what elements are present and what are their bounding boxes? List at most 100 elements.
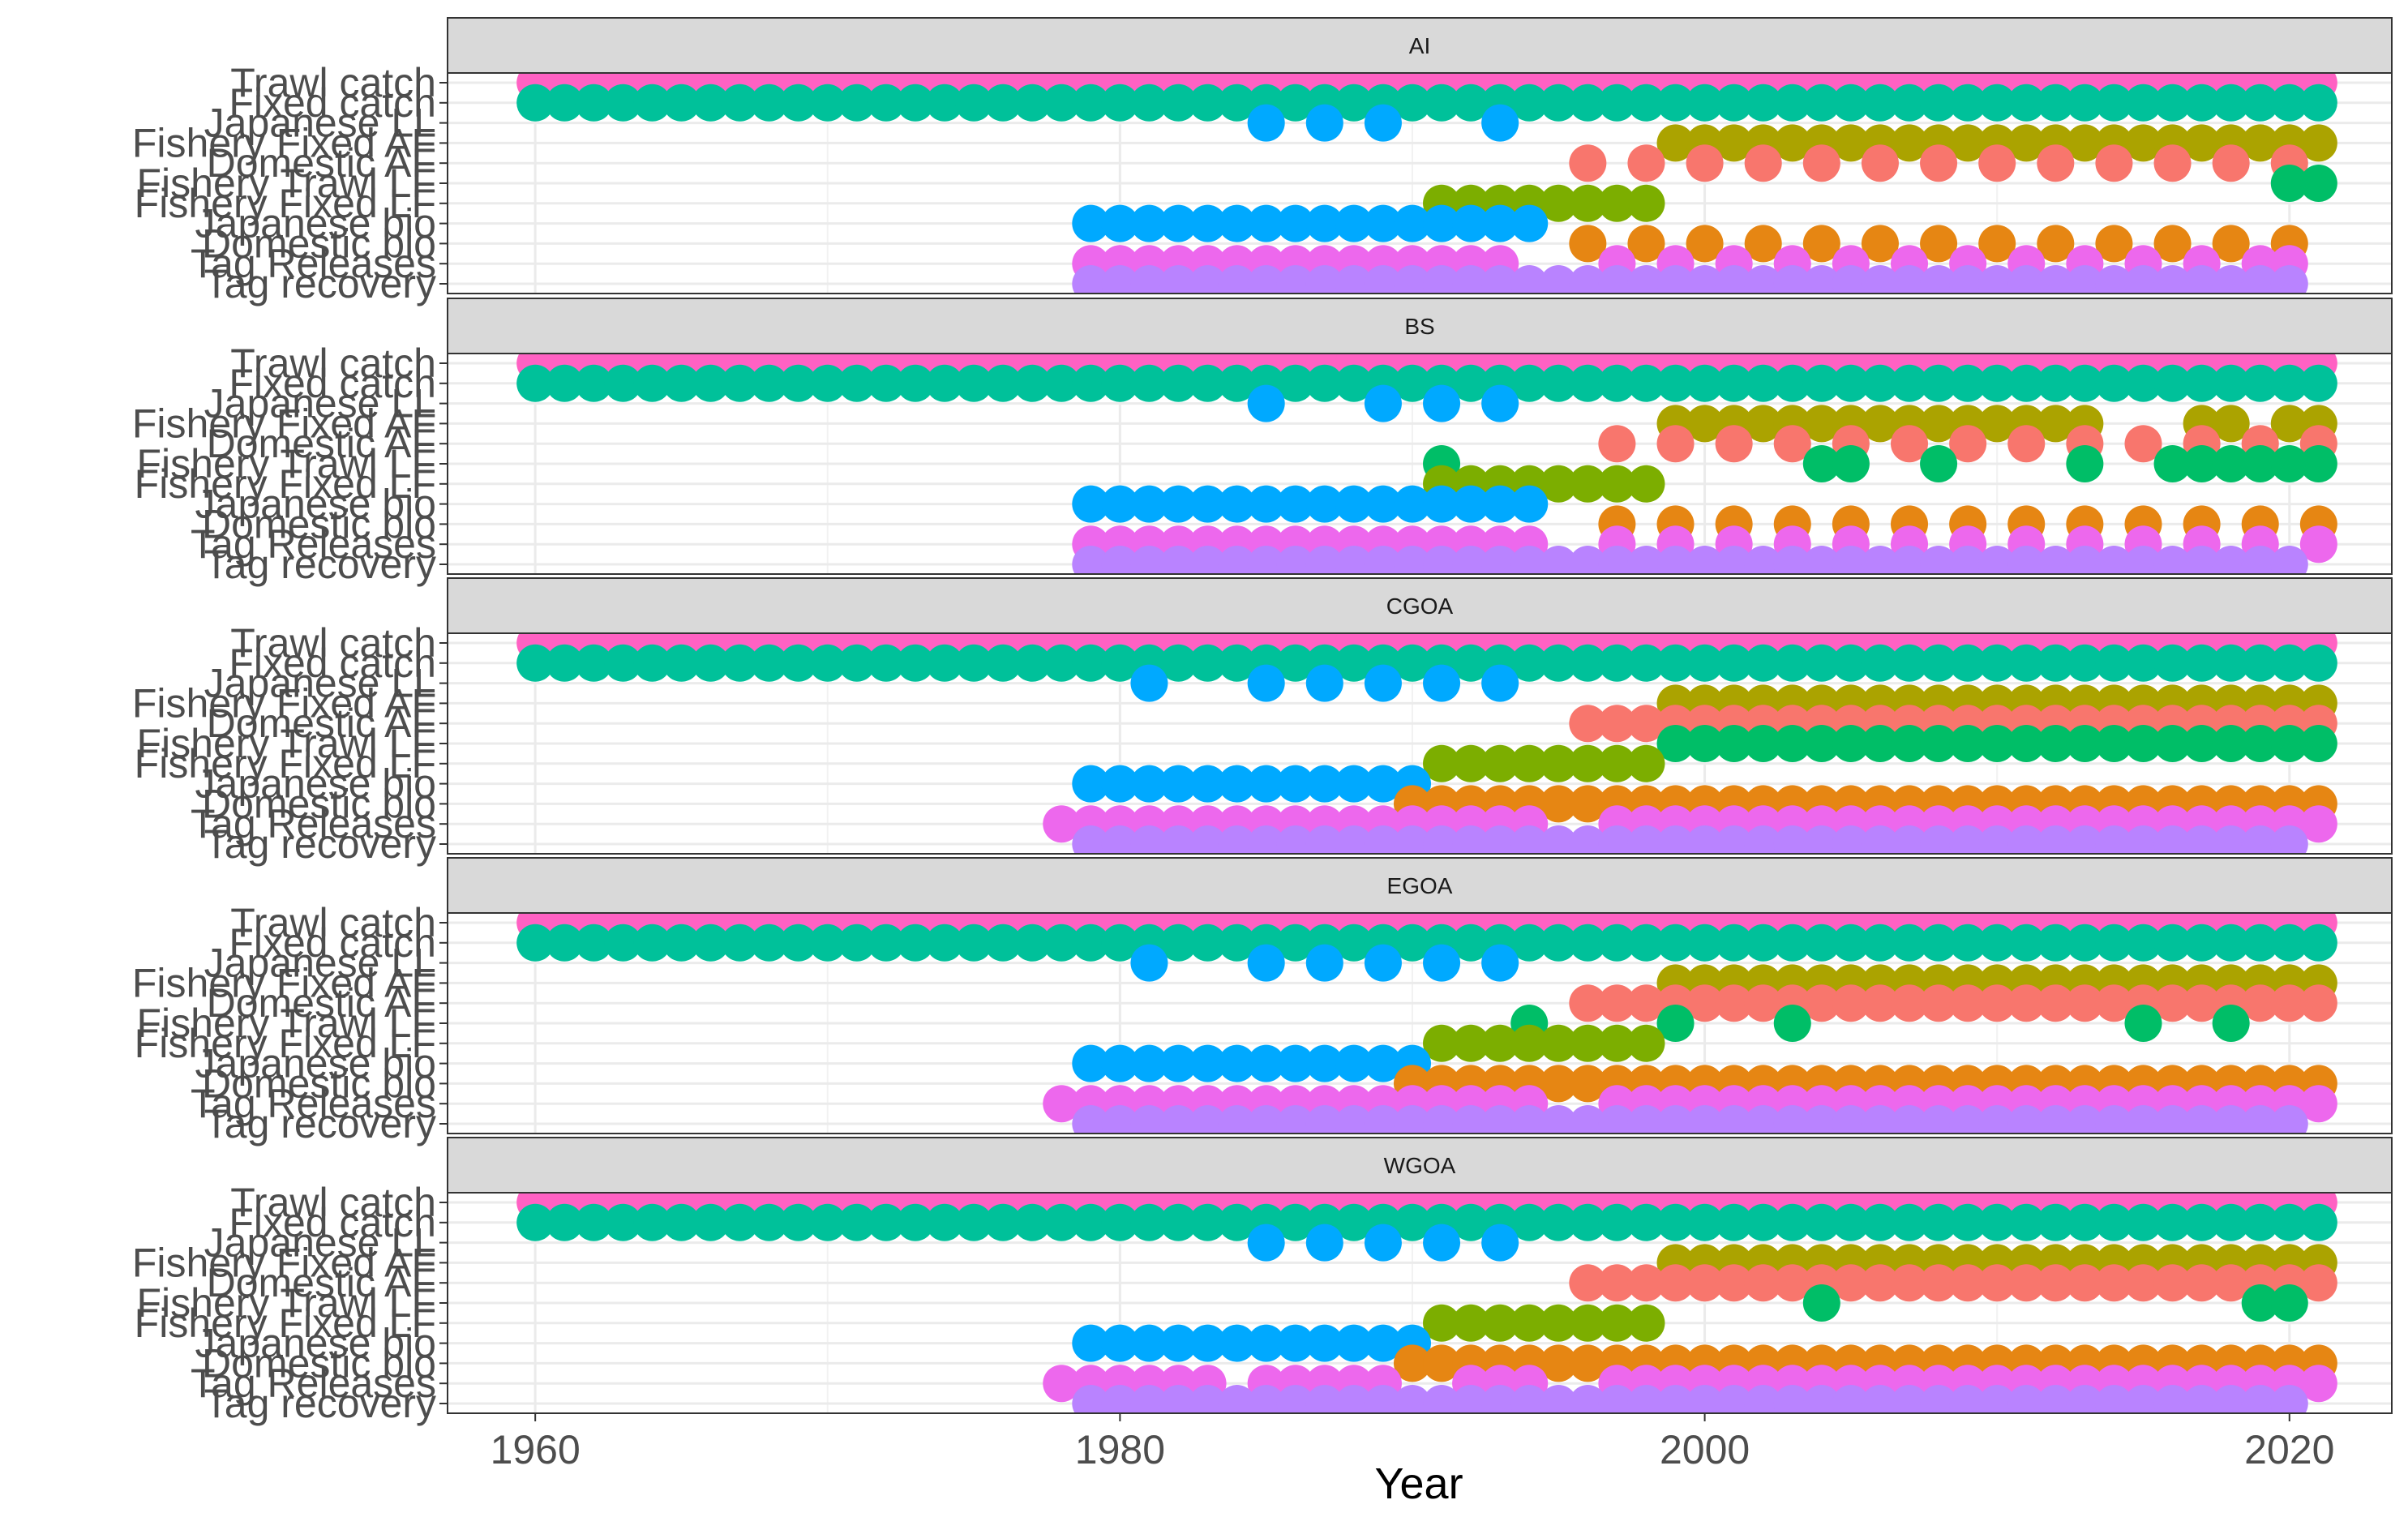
data-point: [838, 644, 876, 682]
data-point: [692, 1203, 730, 1241]
data-point: [1861, 725, 1899, 762]
data-point: [1510, 1203, 1549, 1241]
data-point: [1627, 265, 1665, 294]
data-point: [1130, 265, 1168, 294]
data-point: [1510, 1105, 1549, 1134]
data-point: [1802, 265, 1840, 294]
data-point: [1891, 265, 1929, 294]
data-point: [1773, 924, 1811, 962]
data-point: [1101, 364, 1139, 402]
data-point: [1802, 1203, 1840, 1241]
data-point: [1715, 1264, 1753, 1302]
data-point: [2066, 1385, 2104, 1413]
data-point: [575, 1203, 613, 1241]
data-point: [1656, 1005, 1695, 1042]
data-point: [1130, 1105, 1168, 1134]
data-point: [1744, 924, 1782, 962]
data-point: [1569, 265, 1607, 294]
data-point: [1861, 405, 1899, 443]
data-point: [1540, 1105, 1578, 1134]
data-point: [1481, 944, 1519, 982]
data-point: [1598, 84, 1636, 122]
data-point: [1276, 765, 1314, 803]
data-point: [1452, 485, 1490, 523]
data-point: [2007, 725, 2046, 762]
data-point: [2124, 1203, 2162, 1241]
data-point: [1978, 265, 2016, 294]
data-point: [955, 1203, 993, 1241]
data-point: [1686, 405, 1724, 443]
data-point: [1159, 1044, 1198, 1082]
data-point: [1247, 204, 1285, 242]
y-tick-label: Domestic bio: [202, 501, 436, 546]
data-point: [1101, 1203, 1139, 1241]
data-point: [1072, 265, 1110, 294]
data-point: [1101, 84, 1139, 122]
data-point: [2124, 425, 2162, 463]
data-point: [2270, 725, 2308, 762]
data-point: [1276, 1105, 1314, 1134]
data-point: [1861, 644, 1899, 682]
data-point: [2153, 1203, 2192, 1241]
data-point: [2153, 364, 2192, 402]
data-point: [1802, 644, 1840, 682]
data-point: [1949, 1203, 1987, 1241]
data-point: [1949, 425, 1987, 463]
data-point: [1802, 924, 1840, 962]
data-point: [1364, 1385, 1402, 1413]
data-point: [750, 1203, 788, 1241]
data-point: [896, 364, 934, 402]
data-point: [1393, 825, 1431, 854]
data-point: [1510, 644, 1549, 682]
data-point: [1773, 425, 1811, 463]
data-point: [1598, 364, 1636, 402]
x-tick-label: 2020: [2244, 1427, 2334, 1472]
y-tick-label: Japanese LL: [204, 101, 436, 146]
data-point: [1393, 265, 1431, 294]
y-tick-label: Tag Releases: [191, 521, 436, 567]
data-point: [1978, 1105, 2016, 1134]
strip-background: [447, 857, 2393, 914]
data-point: [1247, 944, 1285, 982]
data-point: [2037, 825, 2075, 854]
data-point: [867, 84, 905, 122]
data-point: [2066, 725, 2104, 762]
data-point: [1569, 1203, 1607, 1241]
data-point: [1891, 425, 1929, 463]
data-point: [926, 924, 964, 962]
data-point: [984, 644, 1022, 682]
data-point: [1891, 1385, 1929, 1413]
data-point: [1569, 184, 1607, 222]
data-point: [1335, 644, 1373, 682]
data-point: [1598, 546, 1636, 574]
data-point: [1189, 1385, 1227, 1413]
data-point: [2212, 445, 2250, 482]
data-point: [2299, 1264, 2337, 1302]
data-point: [1423, 1024, 1461, 1062]
data-point: [1773, 1203, 1811, 1241]
data-point: [1920, 546, 1958, 574]
data-point: [838, 924, 876, 962]
data-point: [1452, 744, 1490, 782]
data-point: [1335, 1324, 1373, 1362]
data-point: [1043, 84, 1081, 122]
data-point: [2153, 265, 2192, 294]
data-point: [2153, 84, 2192, 122]
data-point: [1218, 924, 1256, 962]
data-point: [1423, 1385, 1461, 1413]
data-point: [1920, 265, 1958, 294]
data-point: [1949, 1105, 1987, 1134]
data-point: [1364, 1044, 1402, 1082]
data-point: [1773, 1385, 1811, 1413]
data-point: [926, 84, 964, 122]
y-tick-label: Tag recovery: [204, 821, 436, 867]
data-point: [1773, 1105, 1811, 1134]
data-point: [2212, 84, 2250, 122]
data-point: [1335, 485, 1373, 523]
data-point: [1013, 84, 1052, 122]
data-point: [1832, 265, 1870, 294]
data-point: [1861, 265, 1899, 294]
data-point: [1744, 1385, 1782, 1413]
data-point: [1423, 1224, 1461, 1262]
